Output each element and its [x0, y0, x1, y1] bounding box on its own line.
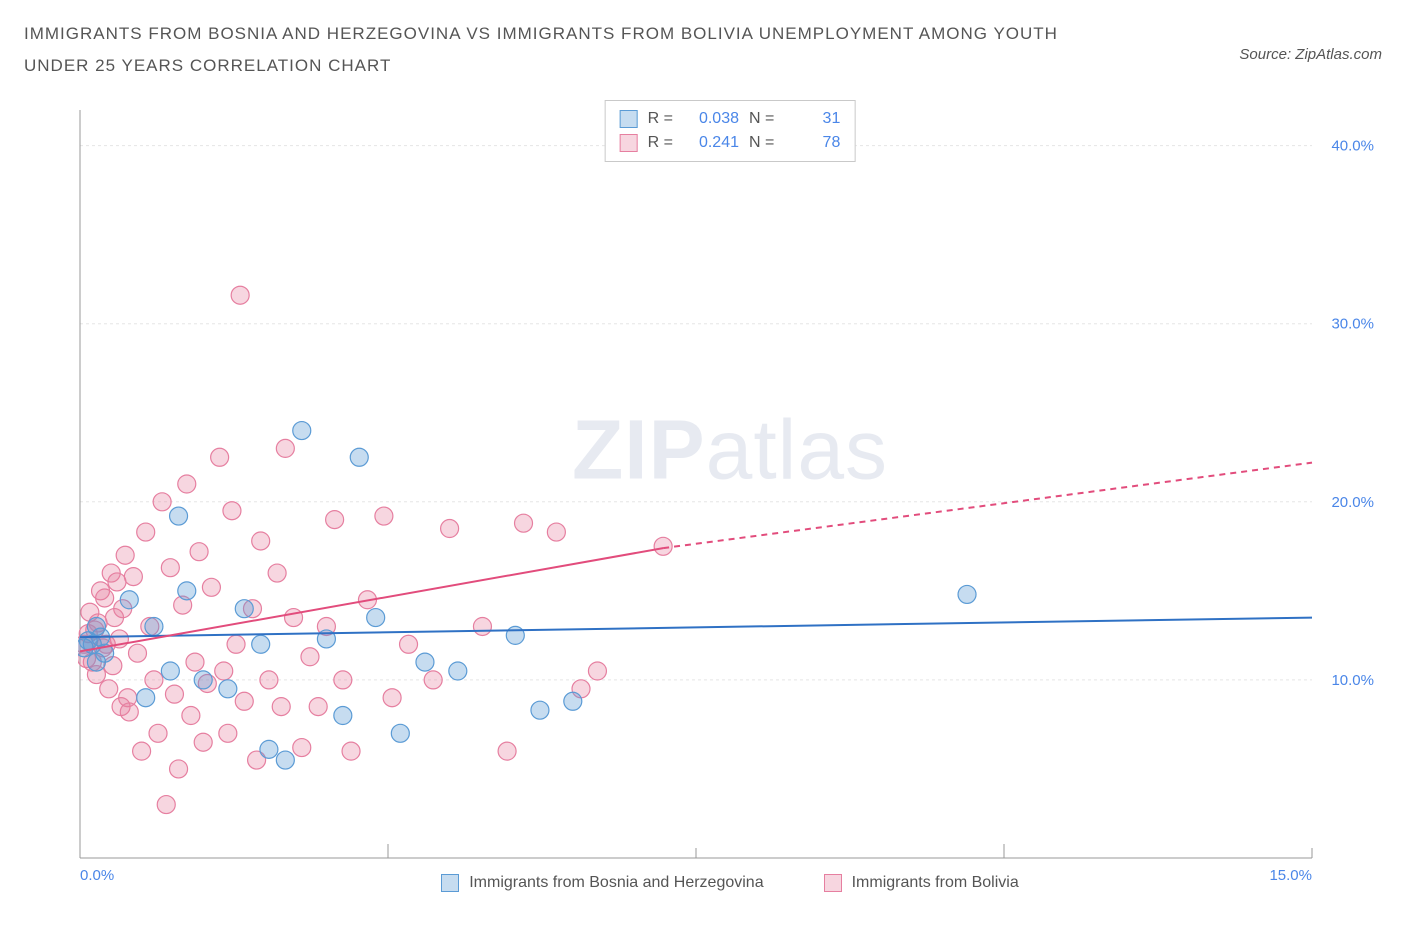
source-link[interactable]: ZipAtlas.com	[1295, 46, 1382, 63]
svg-text:30.0%: 30.0%	[1331, 316, 1374, 333]
r-label: R =	[648, 131, 673, 155]
source-attribution: Source: ZipAtlas.com	[1239, 18, 1382, 63]
legend-item-bolivia: Immigrants from Bolivia	[824, 874, 1019, 892]
chart-title: IMMIGRANTS FROM BOSNIA AND HERZEGOVINA V…	[24, 18, 1104, 83]
svg-text:20.0%: 20.0%	[1331, 494, 1374, 511]
n-value-bolivia: 78	[784, 131, 840, 155]
svg-text:10.0%: 10.0%	[1331, 672, 1374, 689]
r-value-bolivia: 0.241	[683, 131, 739, 155]
r-value-bosnia: 0.038	[683, 107, 739, 131]
scatter-plot-svg: 10.0% 20.0% 30.0% 40.0%	[78, 100, 1382, 860]
correlation-legend: R = 0.038 N = 31 R = 0.241 N = 78	[605, 100, 856, 162]
n-label: N =	[749, 131, 774, 155]
r-label: R =	[648, 107, 673, 131]
svg-text:40.0%: 40.0%	[1331, 138, 1374, 155]
legend-stats-row-bolivia: R = 0.241 N = 78	[620, 131, 841, 155]
source-prefix: Source:	[1239, 46, 1295, 63]
plot-area: 10.0%20.0%30.0%40.0% ZIPatlas R = 0.038 …	[78, 100, 1382, 860]
chart-container: Unemployment Among Youth under 25 years …	[24, 100, 1382, 900]
legend-label-bosnia: Immigrants from Bosnia and Herzegovina	[469, 874, 763, 892]
swatch-bosnia	[441, 874, 459, 892]
swatch-bolivia	[824, 874, 842, 892]
legend-stats-row-bosnia: R = 0.038 N = 31	[620, 107, 841, 131]
swatch-bolivia	[620, 134, 638, 152]
swatch-bosnia	[620, 110, 638, 128]
header: IMMIGRANTS FROM BOSNIA AND HERZEGOVINA V…	[0, 0, 1406, 83]
n-label: N =	[749, 107, 774, 131]
series-legend: Immigrants from Bosnia and Herzegovina I…	[78, 874, 1382, 892]
n-value-bosnia: 31	[784, 107, 840, 131]
legend-item-bosnia: Immigrants from Bosnia and Herzegovina	[441, 874, 763, 892]
legend-label-bolivia: Immigrants from Bolivia	[852, 874, 1019, 892]
